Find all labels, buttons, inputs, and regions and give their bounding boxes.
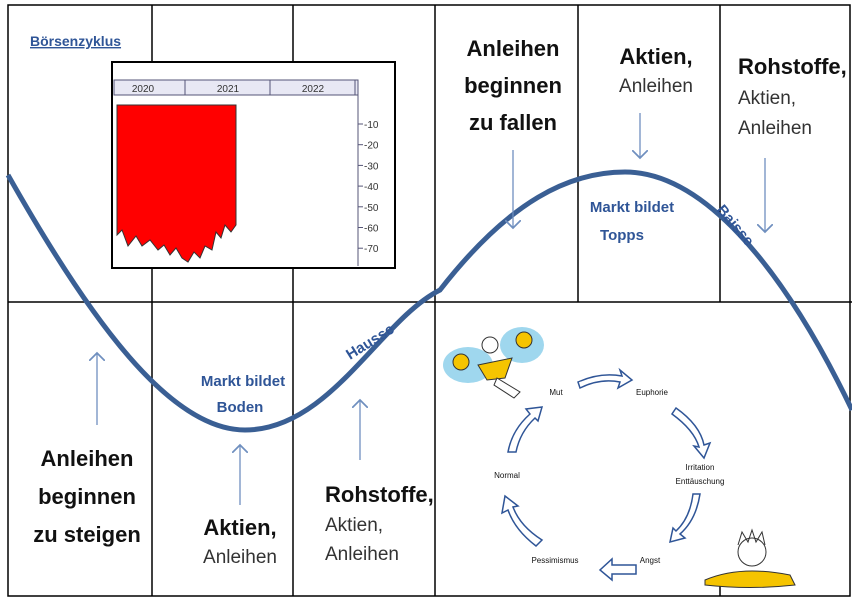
title: Börsenzyklus bbox=[30, 33, 121, 49]
inset-x-label: 2020 bbox=[132, 84, 155, 95]
figure-fear bbox=[704, 528, 796, 588]
inset-y-label: -20 bbox=[364, 141, 379, 152]
cycle-label: Pessimismus bbox=[531, 556, 578, 565]
inset-y-label: -30 bbox=[364, 161, 379, 172]
inset-chart: 2020 2021 2022 -10 -20 -30 -40 -50 -60 -70 bbox=[111, 61, 396, 269]
label-bold: Anleihen bbox=[467, 36, 560, 61]
label-bold: Anleihen bbox=[41, 446, 134, 471]
figure-euphoria bbox=[443, 327, 544, 399]
label-normal: Aktien, bbox=[325, 515, 383, 536]
grid bbox=[7, 4, 852, 597]
curve-label: Boden bbox=[217, 399, 264, 416]
inset-y-label: -50 bbox=[364, 203, 379, 214]
label-bold: Rohstoffe, bbox=[738, 54, 847, 79]
cycle-arrows bbox=[501, 367, 712, 582]
label-normal: Anleihen bbox=[738, 118, 812, 139]
inset-y-label: -10 bbox=[364, 120, 379, 131]
inset-y-label: -60 bbox=[364, 224, 379, 235]
curve-label: Markt bildet bbox=[590, 199, 674, 216]
arrows bbox=[97, 113, 765, 505]
label-normal: Anleihen bbox=[203, 547, 277, 568]
label-normal: Anleihen bbox=[325, 544, 399, 565]
label-bold: beginnen bbox=[464, 73, 562, 98]
cycle-label: Enttäuschung bbox=[676, 477, 725, 486]
cycle-label: Euphorie bbox=[636, 388, 669, 397]
label-bold: Aktien, bbox=[203, 515, 276, 540]
curve-label: Markt bildet bbox=[201, 373, 285, 390]
label-normal: Aktien, bbox=[738, 88, 796, 109]
cycle-label: Mut bbox=[549, 388, 563, 397]
cycle-label: Irritation bbox=[686, 463, 715, 472]
label-bold: Rohstoffe, bbox=[325, 482, 434, 507]
cycle-curve bbox=[5, 169, 852, 433]
curve-label: Hausse bbox=[343, 321, 397, 364]
inset-y-label: -70 bbox=[364, 244, 379, 255]
inset-x-label: 2022 bbox=[302, 84, 325, 95]
inset-x-label: 2021 bbox=[217, 84, 240, 95]
curve-label: Topps bbox=[600, 227, 644, 244]
label-normal: Anleihen bbox=[619, 76, 693, 97]
label-bold: Aktien, bbox=[619, 44, 692, 69]
label-bold: zu steigen bbox=[33, 522, 141, 547]
label-bold: zu fallen bbox=[469, 110, 557, 135]
inset-y-label: -40 bbox=[364, 182, 379, 193]
label-bold: beginnen bbox=[38, 484, 136, 509]
cycle-label: Normal bbox=[494, 471, 520, 480]
cycle-label: Angst bbox=[640, 556, 661, 565]
